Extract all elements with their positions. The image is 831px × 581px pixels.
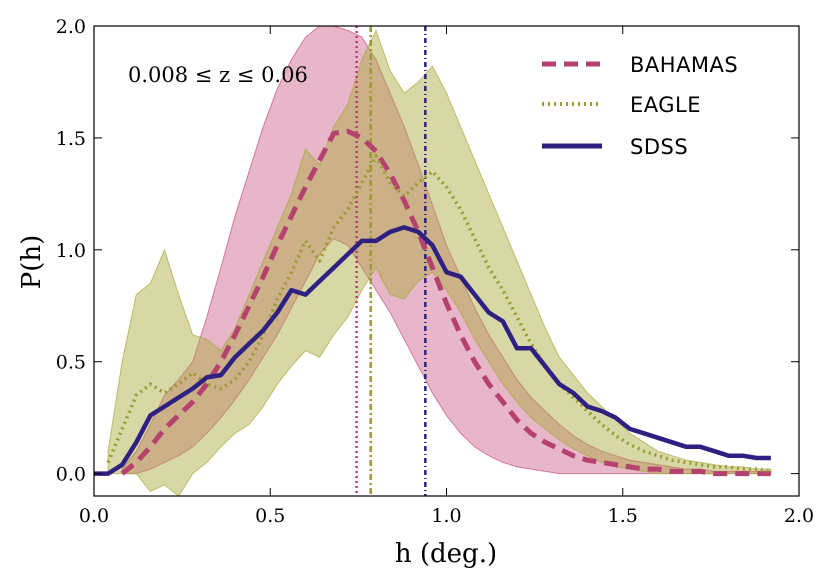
line-eagle — [106, 154, 772, 474]
x-tick-label: 1.5 — [608, 505, 638, 527]
x-tick-label: 0.0 — [79, 505, 109, 527]
redshift-annotation: 0.008 ≤ z ≤ 0.06 — [128, 63, 308, 87]
x-axis-label: h (deg.) — [395, 539, 497, 569]
series-lines — [94, 128, 772, 477]
x-tick-label: 0.5 — [255, 505, 285, 527]
y-tick-label: 2.0 — [56, 16, 86, 38]
y-axis-label: P(h) — [17, 235, 47, 290]
y-tick-label: 0.5 — [56, 352, 86, 374]
x-tick-label: 2.0 — [784, 505, 814, 527]
line-sdss — [94, 225, 771, 476]
y-tick-label: 1.5 — [56, 128, 86, 150]
median-lines — [355, 26, 427, 496]
legend-label-sdss: SDSS — [630, 135, 688, 159]
legend-label-bahamas: BAHAMAS — [630, 53, 738, 77]
legend-label-eagle: EAGLE — [630, 93, 701, 117]
legend: BAHAMAS EAGLE SDSS — [542, 53, 738, 159]
y-tick-label: 0.0 — [56, 464, 86, 486]
x-tick-label: 1.0 — [431, 505, 461, 527]
axis-ticks: 0.0 0.5 1.0 1.5 2.0 0.0 0.5 1.0 1.5 2.0 — [56, 16, 814, 527]
line-bahamas — [120, 128, 771, 477]
y-tick-label: 1.0 — [56, 240, 86, 262]
